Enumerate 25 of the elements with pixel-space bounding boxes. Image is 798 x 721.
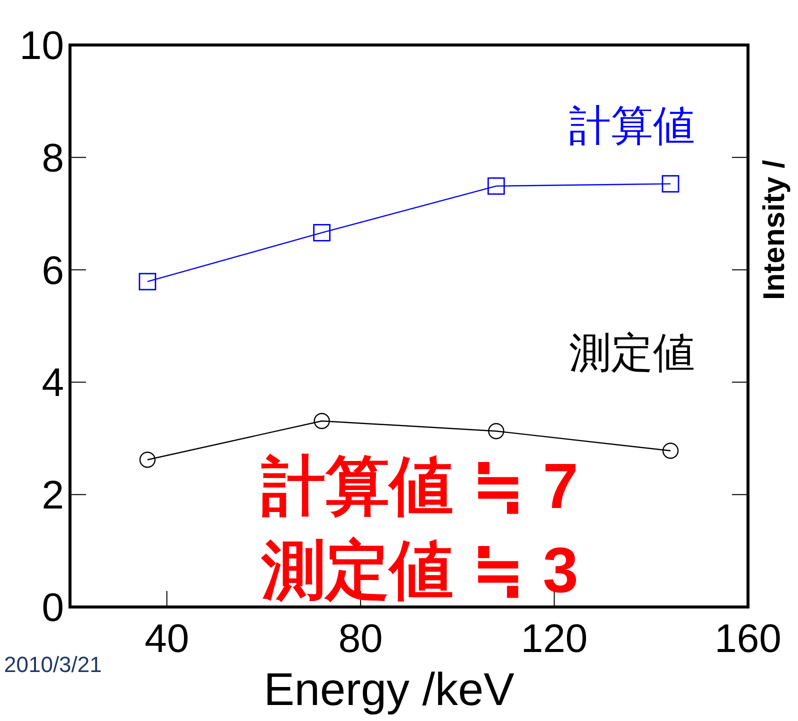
x-tick-label: 120	[520, 617, 588, 661]
point	[662, 175, 680, 193]
annotation: 測定値 ≒ 3	[260, 534, 578, 606]
x-tick-label: 160	[714, 617, 782, 661]
text: Intensity /	[758, 159, 791, 300]
series-label: 測定値	[569, 329, 695, 376]
x-tick-label: 80	[338, 617, 383, 661]
y-tick-label: 0	[42, 586, 64, 630]
annotation: 計算値 ≒ 7	[260, 450, 578, 522]
x-axis-title: Energy /keV	[264, 663, 515, 715]
y-tick-label: 4	[42, 361, 64, 406]
y-tick-label: 10	[20, 24, 64, 68]
y-tick-label: 8	[42, 136, 64, 180]
point	[313, 224, 331, 242]
y-tick-label: 6	[42, 248, 64, 293]
point	[487, 177, 505, 195]
point	[139, 452, 156, 468]
series-label: 計算値	[569, 102, 695, 149]
point	[488, 422, 504, 440]
point	[662, 442, 679, 459]
text: 2010/3/21	[4, 652, 102, 677]
point	[138, 272, 156, 290]
point	[314, 412, 330, 430]
y-tick-label: 2	[42, 474, 64, 518]
x-tick-label: 40	[144, 617, 190, 661]
